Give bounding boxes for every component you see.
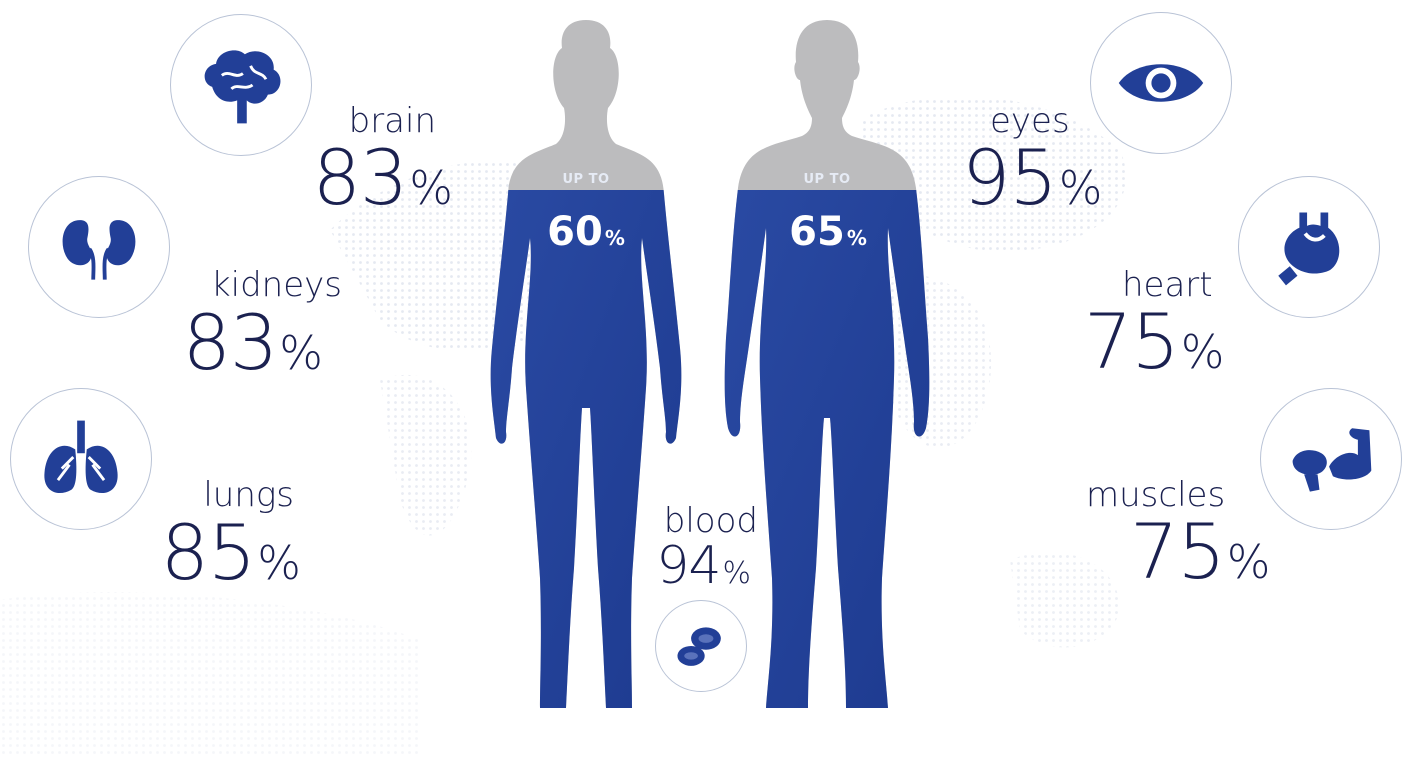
eyes-value: 95% (962, 140, 1103, 216)
muscle-icon (1292, 428, 1372, 492)
heart-value-unit: % (1180, 325, 1225, 379)
kidneys-value-number: 83 (182, 298, 279, 387)
eye-circle (1090, 12, 1232, 154)
blood-circle (655, 600, 747, 692)
brain-value: 83% (270, 140, 453, 216)
blood-value-unit: % (722, 556, 750, 591)
kidneys-circle (28, 176, 170, 318)
muscles-value-number: 75 (1130, 507, 1226, 596)
lungs-label: lungs (203, 475, 294, 515)
blood-value: 94% (630, 540, 751, 592)
man-figure (724, 20, 930, 708)
blood-label: blood (663, 501, 758, 541)
lungs-value: 85% (118, 515, 301, 591)
heart-value-number: 75 (1084, 297, 1180, 386)
muscle-circle (1260, 388, 1402, 530)
brain-value-number: 83 (312, 133, 409, 222)
woman-percentage-number: 60 (547, 209, 603, 255)
heart-circle (1238, 176, 1380, 318)
heart-label: heart (1122, 265, 1213, 305)
eyes-value-unit: % (1058, 161, 1103, 215)
brain-circle (170, 14, 312, 156)
lungs-circle (10, 388, 152, 530)
lungs-value-unit: % (257, 536, 301, 590)
blood-value-number: 94 (656, 536, 721, 596)
kidneys-label: kidneys (210, 265, 342, 305)
man-percentage: 65% (748, 212, 908, 252)
kidneys-value-unit: % (279, 326, 323, 380)
woman-percentage-unit: % (604, 226, 625, 250)
kidneys-value: 83% (140, 305, 323, 381)
brain-value-unit: % (409, 161, 453, 215)
eye-icon (1118, 64, 1204, 102)
muscles-label: muscles (1086, 475, 1226, 515)
blood-cells-icon (677, 627, 721, 666)
heart-value: 75% (1084, 304, 1225, 380)
man-percentage-number: 65 (789, 209, 845, 255)
man-upto: UP TO (803, 172, 851, 187)
man-percentage-unit: % (846, 226, 867, 250)
brain-label: brain (348, 101, 436, 141)
brain-icon (204, 50, 281, 124)
woman-percentage: 60% (506, 212, 666, 252)
eyes-label: eyes (990, 101, 1070, 141)
lungs-icon (44, 420, 118, 494)
lungs-value-number: 85 (160, 508, 257, 597)
eyes-value-number: 95 (962, 133, 1058, 222)
heart-icon (1278, 212, 1340, 286)
kidneys-icon (62, 220, 136, 280)
woman-upto: UP TO (562, 172, 610, 187)
woman-figure (490, 20, 682, 708)
muscles-value-unit: % (1226, 535, 1271, 589)
muscles-value: 75% (1130, 514, 1271, 590)
